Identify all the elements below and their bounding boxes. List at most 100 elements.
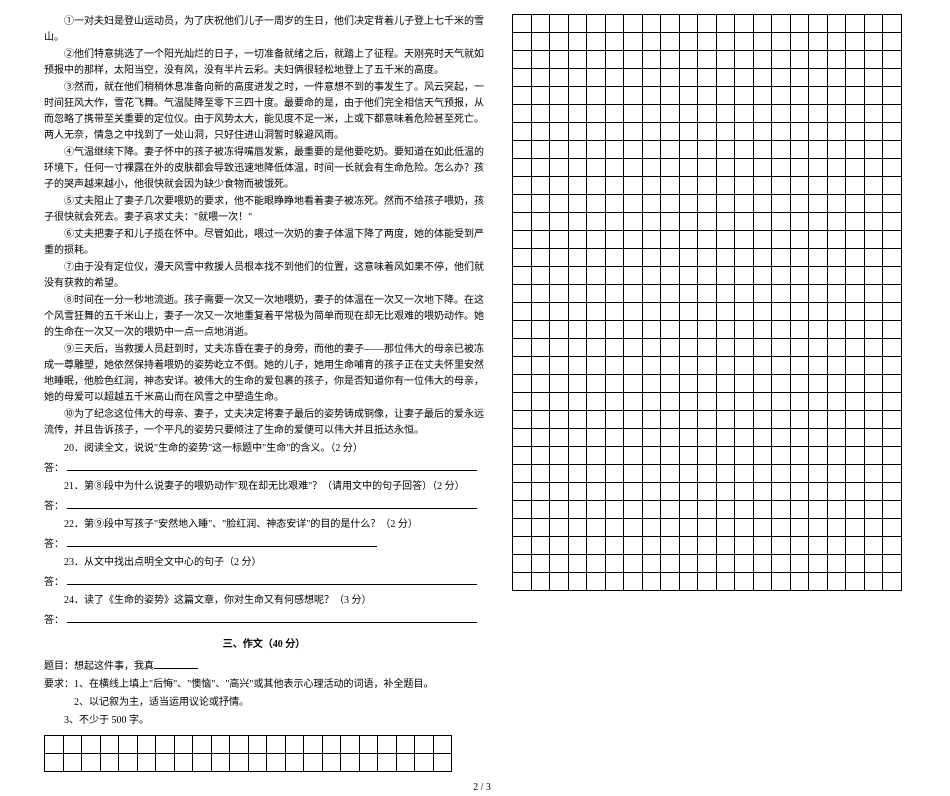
grid-cell[interactable] — [100, 754, 119, 772]
grid-cell[interactable] — [864, 195, 883, 213]
grid-cell[interactable] — [605, 519, 624, 537]
grid-cell[interactable] — [679, 483, 698, 501]
grid-cell[interactable] — [642, 159, 661, 177]
grid-cell[interactable] — [846, 177, 865, 195]
grid-cell[interactable] — [827, 501, 846, 519]
grid-cell[interactable] — [642, 465, 661, 483]
grid-cell[interactable] — [531, 141, 550, 159]
grid-cell[interactable] — [716, 519, 735, 537]
grid-cell[interactable] — [624, 213, 643, 231]
grid-cell[interactable] — [587, 447, 606, 465]
grid-cell[interactable] — [661, 267, 680, 285]
grid-cell[interactable] — [587, 375, 606, 393]
grid-cell[interactable] — [661, 249, 680, 267]
grid-cell[interactable] — [827, 15, 846, 33]
grid-cell[interactable] — [587, 33, 606, 51]
grid-cell[interactable] — [883, 393, 902, 411]
topic-blank[interactable] — [154, 657, 198, 669]
grid-cell[interactable] — [679, 573, 698, 591]
grid-cell[interactable] — [716, 15, 735, 33]
grid-cell[interactable] — [698, 195, 717, 213]
grid-cell[interactable] — [568, 321, 587, 339]
grid-cell[interactable] — [790, 177, 809, 195]
grid-cell[interactable] — [661, 159, 680, 177]
grid-cell[interactable] — [827, 177, 846, 195]
grid-cell[interactable] — [735, 177, 754, 195]
grid-cell[interactable] — [716, 303, 735, 321]
grid-cell[interactable] — [827, 573, 846, 591]
grid-cell[interactable] — [809, 267, 828, 285]
grid-cell[interactable] — [772, 249, 791, 267]
grid-cell[interactable] — [624, 87, 643, 105]
grid-cell[interactable] — [248, 736, 267, 754]
grid-cell[interactable] — [82, 736, 101, 754]
grid-cell[interactable] — [864, 411, 883, 429]
grid-cell[interactable] — [790, 393, 809, 411]
grid-cell[interactable] — [864, 393, 883, 411]
grid-cell[interactable] — [137, 736, 156, 754]
grid-cell[interactable] — [661, 483, 680, 501]
grid-cell[interactable] — [753, 411, 772, 429]
grid-cell[interactable] — [846, 429, 865, 447]
grid-cell[interactable] — [883, 141, 902, 159]
grid-cell[interactable] — [883, 303, 902, 321]
grid-cell[interactable] — [624, 357, 643, 375]
grid-cell[interactable] — [716, 213, 735, 231]
grid-cell[interactable] — [513, 231, 532, 249]
grid-cell[interactable] — [415, 736, 434, 754]
grid-cell[interactable] — [883, 447, 902, 465]
grid-cell[interactable] — [550, 519, 569, 537]
grid-cell[interactable] — [568, 123, 587, 141]
grid-cell[interactable] — [624, 321, 643, 339]
grid-cell[interactable] — [587, 285, 606, 303]
grid-cell[interactable] — [753, 177, 772, 195]
grid-cell[interactable] — [735, 357, 754, 375]
grid-cell[interactable] — [513, 33, 532, 51]
grid-cell[interactable] — [605, 483, 624, 501]
grid-cell[interactable] — [624, 33, 643, 51]
grid-cell[interactable] — [661, 321, 680, 339]
grid-cell[interactable] — [568, 33, 587, 51]
grid-cell[interactable] — [661, 393, 680, 411]
grid-cell[interactable] — [550, 51, 569, 69]
grid-cell[interactable] — [513, 159, 532, 177]
grid-cell[interactable] — [531, 195, 550, 213]
grid-cell[interactable] — [624, 519, 643, 537]
grid-cell[interactable] — [716, 447, 735, 465]
grid-cell[interactable] — [605, 177, 624, 195]
grid-cell[interactable] — [624, 483, 643, 501]
grid-cell[interactable] — [753, 375, 772, 393]
grid-cell[interactable] — [550, 483, 569, 501]
grid-cell[interactable] — [846, 141, 865, 159]
grid-cell[interactable] — [568, 105, 587, 123]
grid-cell[interactable] — [735, 321, 754, 339]
grid-cell[interactable] — [809, 69, 828, 87]
grid-cell[interactable] — [846, 339, 865, 357]
grid-cell[interactable] — [322, 736, 341, 754]
grid-cell[interactable] — [550, 15, 569, 33]
grid-cell[interactable] — [827, 105, 846, 123]
grid-cell[interactable] — [642, 573, 661, 591]
grid-cell[interactable] — [642, 51, 661, 69]
grid-cell[interactable] — [174, 754, 193, 772]
grid-cell[interactable] — [568, 303, 587, 321]
grid-cell[interactable] — [679, 411, 698, 429]
grid-cell[interactable] — [846, 87, 865, 105]
grid-cell[interactable] — [661, 33, 680, 51]
grid-cell[interactable] — [513, 285, 532, 303]
grid-cell[interactable] — [698, 573, 717, 591]
grid-cell[interactable] — [772, 555, 791, 573]
grid-cell[interactable] — [587, 159, 606, 177]
grid-cell[interactable] — [642, 105, 661, 123]
grid-cell[interactable] — [513, 69, 532, 87]
grid-cell[interactable] — [716, 375, 735, 393]
grid-cell[interactable] — [864, 321, 883, 339]
grid-cell[interactable] — [605, 357, 624, 375]
grid-cell[interactable] — [568, 285, 587, 303]
grid-cell[interactable] — [753, 393, 772, 411]
grid-cell[interactable] — [716, 69, 735, 87]
grid-cell[interactable] — [827, 87, 846, 105]
grid-cell[interactable] — [285, 736, 304, 754]
grid-cell[interactable] — [642, 15, 661, 33]
grid-cell[interactable] — [827, 249, 846, 267]
